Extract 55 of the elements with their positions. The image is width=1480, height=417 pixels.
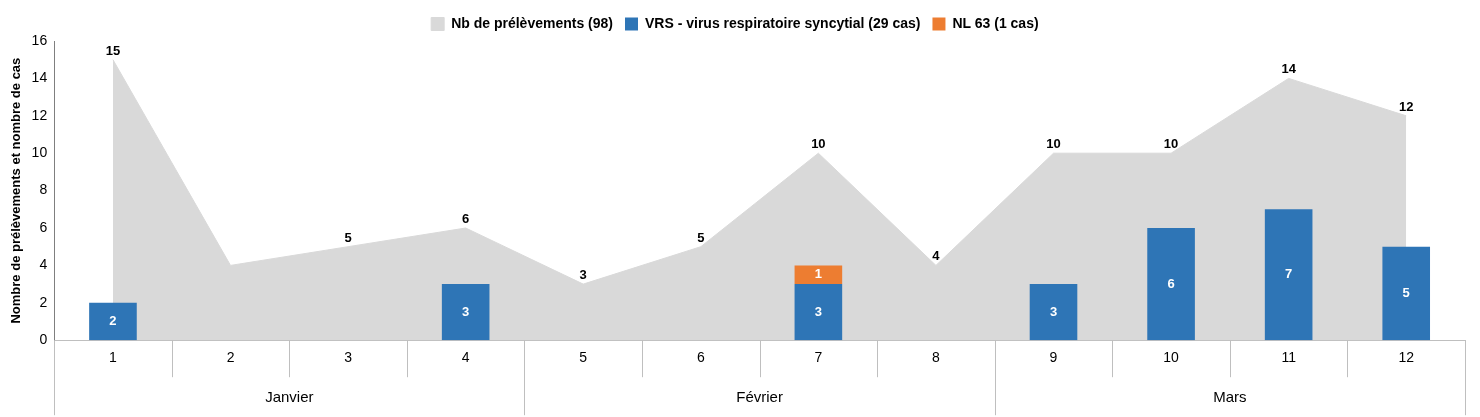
text: Janvier [265,388,314,406]
x-tick-label: 3 [344,349,353,366]
x-tick-label: 2 [226,349,235,366]
y-tick-label: 6 [39,218,48,235]
data-label: 3 [1049,303,1058,319]
data-label: 6 [1167,275,1175,291]
data-label: 6 [462,211,470,227]
data-label: 12 [1398,98,1414,114]
data-label: 15 [105,42,121,58]
data-label: 3 [579,267,587,283]
data-label: 5 [344,229,352,245]
x-tick-label: 5 [579,349,588,366]
x-tick-label: 10 [1163,349,1180,366]
y-tick-label: 16 [31,31,48,48]
x-tick-label: 12 [1398,349,1415,366]
data-label: 2 [109,313,117,329]
x-tick-label: 8 [932,349,941,366]
x-tick-label: 11 [1281,349,1297,366]
x-tick-label: 4 [461,349,470,366]
y-tick-label: 0 [39,331,48,348]
bar [794,265,843,285]
bar [441,284,490,341]
x-tick-label: 9 [1049,349,1058,366]
legend-label: VRS - virus respiratoire syncytial (29 cas) [645,14,921,31]
y-tick-label: 12 [31,106,48,123]
bar [1147,228,1195,341]
y-tick-label: 8 [39,181,48,198]
bar [1264,209,1313,341]
data-label: 3 [814,303,822,319]
bar [1029,284,1078,341]
y-tick-label: 2 [39,293,48,310]
x-tick-label: 6 [696,349,705,366]
data-label: 10 [811,136,826,152]
x-tick-label: 7 [814,349,823,366]
bar [794,284,843,341]
data-label: 14 [1281,61,1297,77]
y-tick-label: 4 [39,256,48,273]
text: Mars [1213,388,1247,406]
bar [1382,246,1431,341]
bar [89,302,137,341]
y-axis-title: Nombre de prélèvements et nombre de cas [8,57,24,324]
data-label: 10 [1163,136,1179,152]
x-tick-label: 1 [109,349,118,366]
data-label: 5 [1402,285,1410,301]
data-label: 5 [697,229,705,245]
data-label: 10 [1046,136,1061,152]
data-label: 3 [462,303,470,319]
text: Février [736,388,783,406]
data-label: 4 [932,248,941,264]
legend-label: NL 63 (1 cas) [952,14,1039,31]
data-label: 1 [814,266,822,282]
data-label: 7 [1285,266,1293,282]
y-tick-label: 10 [31,144,48,161]
y-tick-label: 14 [31,69,48,86]
legend-label: Nb de prélèvements (98) [451,14,614,31]
